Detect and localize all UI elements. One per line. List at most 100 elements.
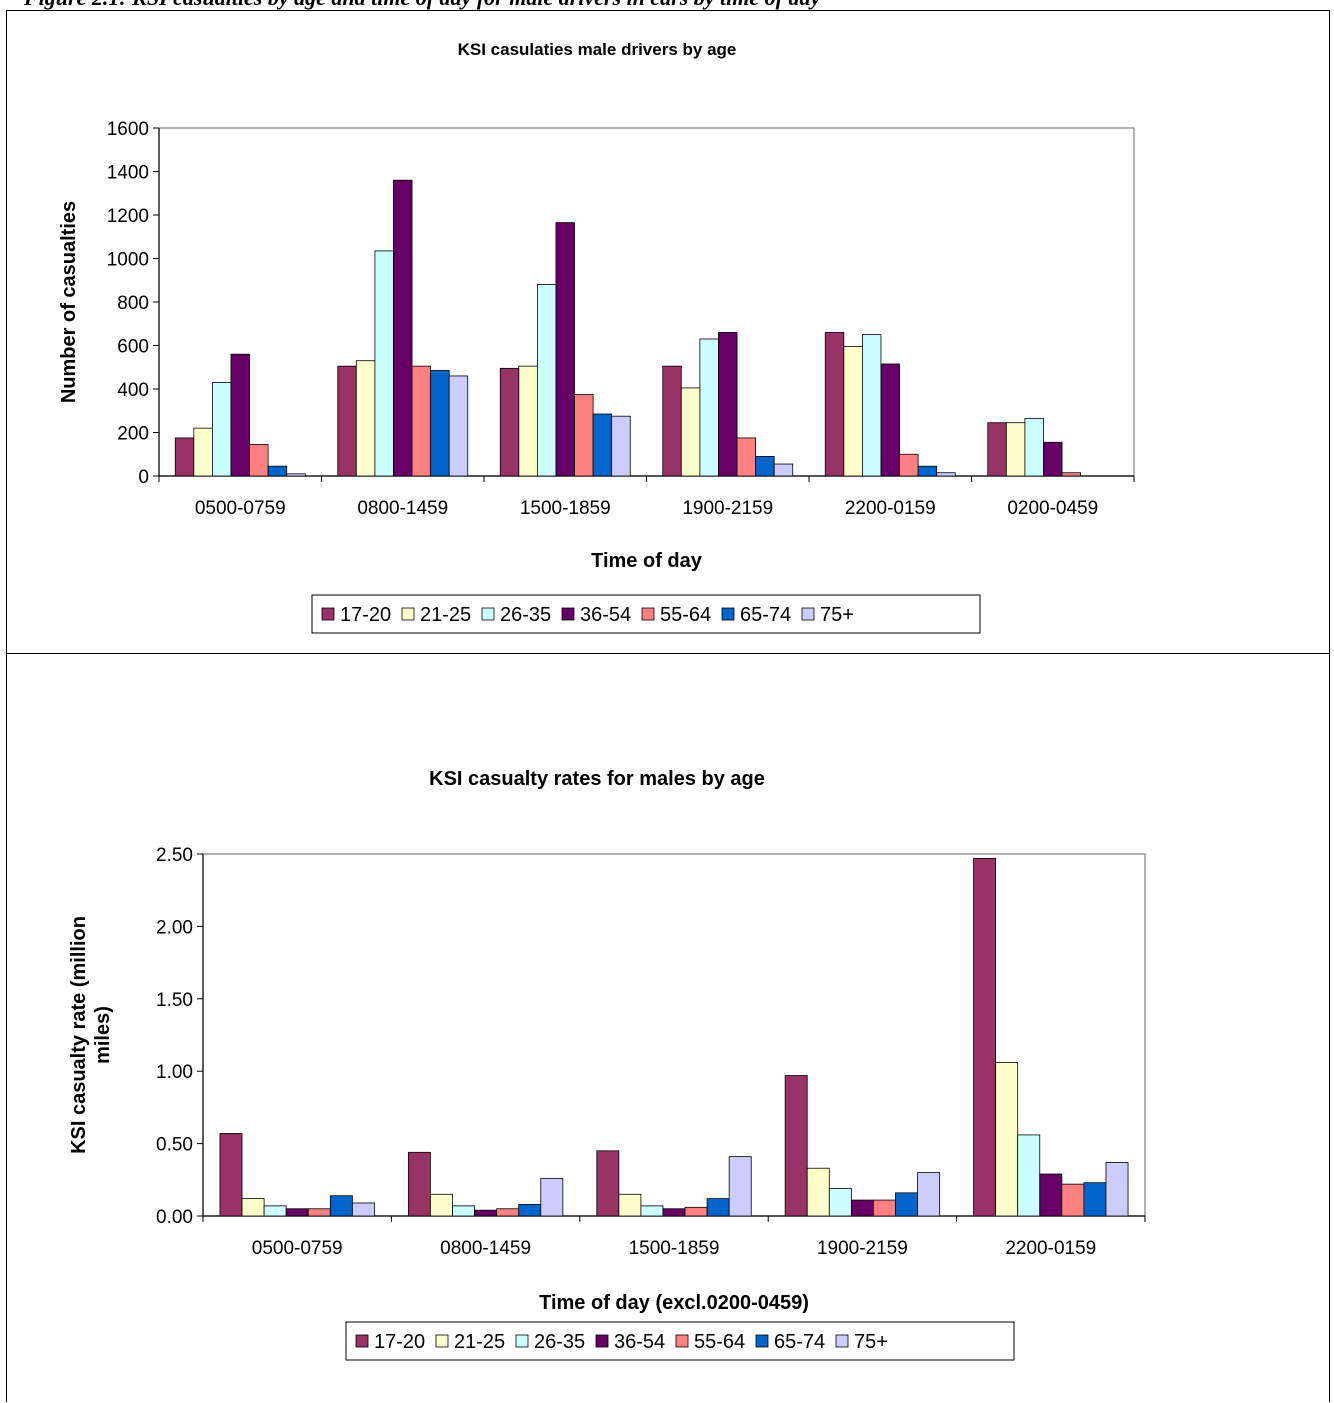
legend-label: 75+ xyxy=(854,1331,888,1353)
bar xyxy=(596,1150,620,1217)
bar xyxy=(917,465,938,477)
bar xyxy=(540,1177,564,1217)
bar xyxy=(1039,1173,1063,1217)
bar xyxy=(393,179,413,477)
x-tick-label: 0200-0459 xyxy=(1007,498,1098,519)
bar xyxy=(267,465,288,477)
x-tick-label: 1900-2159 xyxy=(817,1238,908,1259)
x-axis-title: Time of day (excl.0200-0459) xyxy=(539,1292,809,1314)
legend-swatch xyxy=(515,1334,529,1348)
legend-label: 55-64 xyxy=(694,1331,745,1353)
bar xyxy=(430,1193,453,1217)
bar xyxy=(430,370,450,477)
y-tick-label: 1000 xyxy=(107,250,149,271)
bar xyxy=(662,365,682,477)
chart-title: KSI casualty rates for males by age xyxy=(429,768,765,790)
bar xyxy=(987,422,1007,477)
bar xyxy=(574,394,594,477)
legend-label: 65-74 xyxy=(740,604,791,626)
bar xyxy=(374,250,394,477)
legend-swatch xyxy=(721,607,735,621)
bar xyxy=(219,1133,243,1217)
bar xyxy=(899,453,919,477)
bar xyxy=(1083,1182,1107,1217)
y-tick-label: 1400 xyxy=(107,163,149,184)
legend-swatch xyxy=(595,1334,609,1348)
bar xyxy=(411,365,432,477)
y-axis-title: Number of casualties xyxy=(58,201,80,403)
bar xyxy=(241,1198,265,1217)
bar xyxy=(995,1062,1019,1217)
y-tick-label: 0.00 xyxy=(156,1207,193,1228)
bar xyxy=(1017,1134,1041,1217)
bar xyxy=(755,456,775,477)
bar xyxy=(680,387,701,477)
bar xyxy=(555,222,575,477)
legend-swatch xyxy=(401,607,415,621)
legend-swatch xyxy=(435,1334,449,1348)
x-tick-label: 0500-0759 xyxy=(252,1238,343,1259)
bar xyxy=(880,363,900,477)
bar xyxy=(684,1206,708,1217)
bar xyxy=(850,1199,874,1217)
bar xyxy=(1061,472,1082,477)
y-axis-title: KSI casualty rate (million miles) xyxy=(68,916,114,1154)
bar xyxy=(474,1209,498,1217)
bar xyxy=(736,437,757,477)
y-axis-title-line: miles) xyxy=(92,1006,114,1064)
y-tick-label: 0.50 xyxy=(156,1135,193,1156)
bar xyxy=(496,1208,520,1217)
bar xyxy=(1005,422,1026,477)
bar xyxy=(285,1208,309,1217)
bar xyxy=(355,360,376,477)
bar xyxy=(718,332,738,477)
legend-swatch xyxy=(801,607,815,621)
bar xyxy=(536,284,557,477)
bar xyxy=(618,1193,642,1217)
x-tick-label: 1500-1859 xyxy=(629,1238,720,1259)
y-tick-label: 1.00 xyxy=(156,1062,193,1083)
legend-label: 21-25 xyxy=(420,604,471,626)
bar xyxy=(230,353,250,477)
y-tick-label: 2.50 xyxy=(156,845,193,866)
y-tick-label: 1.50 xyxy=(156,990,193,1011)
legend-label: 21-25 xyxy=(454,1331,505,1353)
legend-label: 36-54 xyxy=(580,604,631,626)
bar xyxy=(592,413,613,477)
casualties-chart: KSI casulaties male drivers by age 0 200 40… xyxy=(58,40,1135,634)
bar xyxy=(337,365,357,477)
legend-swatch xyxy=(355,1334,369,1348)
bar xyxy=(806,1167,830,1217)
chart-panel-casualties: KSI casulaties male drivers by age 0 200 40… xyxy=(6,10,1330,655)
bar xyxy=(611,415,631,477)
bar xyxy=(174,437,195,477)
x-tick-label: 1900-2159 xyxy=(682,498,773,519)
y-tick-label: 2.00 xyxy=(156,917,193,938)
bar xyxy=(1105,1162,1129,1217)
bar xyxy=(211,382,232,477)
y-tick-label: 200 xyxy=(117,424,149,445)
legend-swatch xyxy=(835,1334,849,1348)
bar xyxy=(895,1192,918,1217)
chart-panel-rates: KSI casualty rates for males by age 0.00 0… xyxy=(6,653,1330,1402)
bar xyxy=(263,1205,287,1217)
bar xyxy=(329,1195,353,1217)
bar xyxy=(873,1199,896,1217)
bar xyxy=(307,1208,331,1217)
legend-label: 36-54 xyxy=(614,1331,665,1353)
bar xyxy=(518,365,538,477)
legend-swatch xyxy=(641,607,655,621)
x-tick-label: 2200-0159 xyxy=(845,498,936,519)
legend-swatch xyxy=(675,1334,689,1348)
y-tick-label: 800 xyxy=(117,293,149,314)
bar xyxy=(861,334,882,477)
bar xyxy=(699,338,719,477)
y-tick-label: 600 xyxy=(117,337,149,358)
page-header-text: Figure 2.1: KSI casualties by age and ti… xyxy=(24,0,1314,10)
x-tick-label: 0800-1459 xyxy=(440,1238,531,1259)
bar xyxy=(452,1205,475,1217)
legend-label: 75+ xyxy=(820,604,854,626)
bar xyxy=(973,857,997,1217)
legend-label: 17-20 xyxy=(340,604,391,626)
legend-swatch xyxy=(755,1334,769,1348)
